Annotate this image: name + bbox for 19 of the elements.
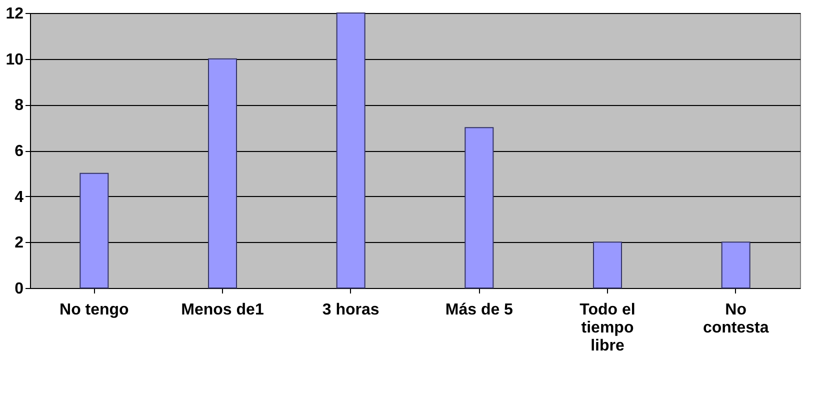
- x-tick-label: No contesta: [702, 302, 769, 336]
- bar: [208, 58, 237, 288]
- y-tick-label: 6: [14, 143, 24, 160]
- x-tick-label: Todo el tiempo libre: [580, 302, 636, 354]
- y-tick-label: 8: [14, 97, 24, 114]
- y-tick-label: 2: [14, 234, 24, 252]
- x-tick-label: No tengo: [60, 302, 130, 318]
- y-tick-label: 12: [6, 6, 24, 22]
- y-tick-label: 0: [14, 280, 24, 298]
- bar: [464, 127, 494, 288]
- bar: [80, 172, 109, 288]
- y-tick-label: 4: [14, 188, 24, 206]
- x-tick-label: Más de 5: [445, 302, 514, 318]
- y-tick-label: 10: [6, 51, 24, 68]
- bar: [336, 12, 366, 288]
- bar: [593, 242, 622, 288]
- bar: [721, 242, 750, 288]
- x-tick-label: 3 horas: [322, 302, 380, 318]
- x-tick-label: Menos de1: [181, 302, 264, 318]
